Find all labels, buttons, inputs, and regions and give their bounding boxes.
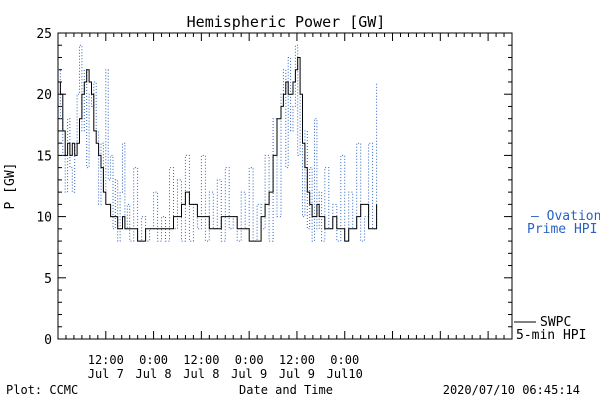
chart-title: Hemispheric Power [GW] [187,13,386,31]
y-tick-label: 15 [36,149,52,164]
plot-source: Plot: CCMC [6,383,78,397]
x-tick-label-time: 12:00 [279,353,315,367]
y-tick-label: 5 [44,272,52,287]
y-tick-label: 25 [36,27,52,42]
y-tick-label: 10 [36,211,52,226]
ovation-prime-series [58,44,378,242]
x-tick-label-time: 12:00 [183,353,219,367]
x-tick-label-time: 0:00 [330,353,359,367]
y-tick-label: 0 [44,333,52,348]
y-axis-label: P [GW] [3,163,18,210]
x-axis-label: Date and Time [239,383,333,397]
plot-timestamp: 2020/07/10 06:45:14 [443,383,580,397]
y-axis: 0 5 10 15 20 25 [36,27,512,348]
series-layer [58,44,378,242]
y-tick-label: 20 [36,88,52,103]
swpc-series [58,57,378,242]
x-tick-label-time: 0:00 [139,353,168,367]
plot-frame [57,32,513,340]
x-tick-label-date: Jul 8 [136,367,172,381]
swpc-legend-line1: SWPC [540,315,571,330]
swpc-legend-line2: 5-min HPI [516,328,586,343]
x-tick-label-time: 12:00 [88,353,124,367]
ovation-legend-line1: — Ovation [531,209,600,224]
x-tick-label-date: Jul 9 [279,367,315,381]
x-tick-label-date: Jul 9 [231,367,267,381]
ovation-legend-line2: Prime HPI [527,222,597,237]
x-tick-label-date: Jul 7 [88,367,124,381]
x-tick-label-date: Jul10 [327,367,363,381]
x-tick-label-time: 0:00 [235,353,264,367]
x-tick-label-date: Jul 8 [183,367,219,381]
